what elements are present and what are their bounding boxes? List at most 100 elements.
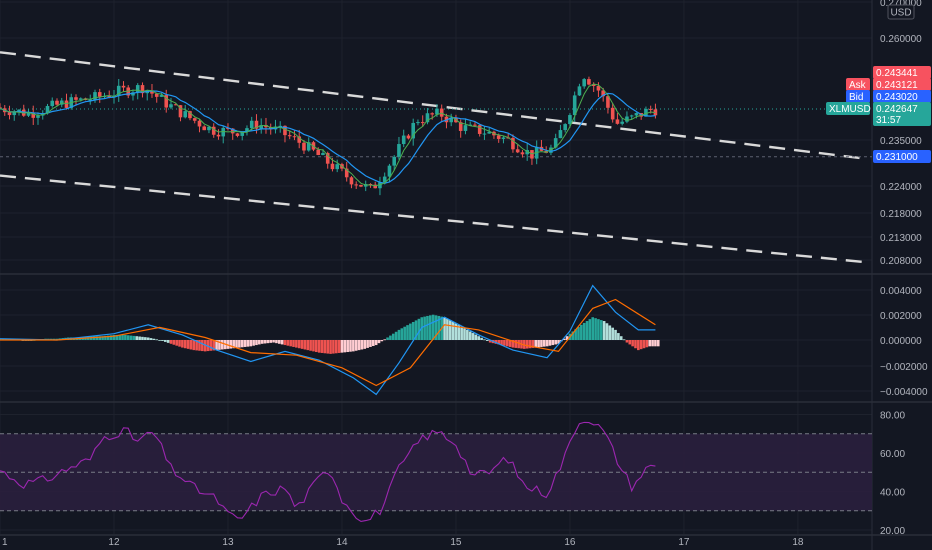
candle-body [45, 105, 50, 114]
candle-body [0, 107, 2, 109]
macd-histogram-bar [377, 340, 381, 344]
macd-histogram-bar [141, 336, 144, 340]
macd-histogram-bar [101, 336, 104, 340]
macd-histogram-bar [198, 340, 201, 351]
macd-histogram-bar [391, 333, 395, 340]
candle-body [97, 92, 102, 97]
candle-body [12, 111, 17, 116]
macd-histogram-bar [383, 339, 387, 341]
macd-histogram-bar [525, 340, 529, 349]
macd-histogram-bar [488, 340, 492, 343]
moving-average-fast [0, 90, 656, 184]
macd-histogram-bar [352, 340, 355, 352]
macd-histogram-bar [528, 340, 532, 349]
macd-histogram-bar [212, 340, 216, 351]
candle-body [264, 125, 268, 128]
macd-histogram-bar [642, 340, 646, 349]
time-tick-label: 16 [564, 537, 576, 548]
macd-histogram-bar [263, 340, 267, 344]
candle-body [416, 122, 420, 124]
macd-histogram-bar [155, 339, 159, 341]
macd-histogram-bar [266, 340, 270, 344]
macd-histogram-bar [275, 340, 278, 344]
macd-histogram-bar [346, 340, 349, 353]
candle-body [121, 85, 126, 88]
macd-histogram-bar [582, 322, 586, 340]
macd-histogram-bar [394, 331, 398, 340]
macd-histogram-bar [132, 335, 136, 340]
macd-histogram-bar [121, 334, 124, 340]
candle-body [397, 144, 401, 157]
macd-histogram-bar [602, 321, 606, 340]
macd-histogram-bar [206, 340, 210, 352]
macd-histogram-bar [135, 336, 139, 340]
macd-histogram-bar [534, 340, 538, 348]
candle-body [477, 125, 482, 134]
price-tick-label: 0.218000 [880, 209, 922, 220]
macd-histogram-bar [545, 340, 549, 347]
macd-histogram-bar [380, 340, 384, 342]
macd-histogram-bar [124, 334, 127, 340]
macd-histogram-bar [306, 340, 310, 351]
candle-body [188, 111, 192, 119]
macd-histogram-bar [260, 340, 264, 344]
macd-histogram-bar [192, 340, 196, 351]
macd-histogram-bar [631, 340, 634, 347]
macd-histogram-bar [218, 340, 221, 350]
macd-histogram-bar [289, 340, 292, 347]
time-tick-label: 1 [2, 537, 8, 548]
macd-histogram-bar [312, 340, 315, 352]
time-tick-label: 12 [108, 537, 120, 548]
rsi-line [0, 421, 656, 522]
macd-histogram-bar [414, 320, 418, 340]
macd-histogram-bar [542, 340, 546, 347]
candle-body [287, 135, 292, 137]
candle-body [93, 92, 97, 100]
macd-histogram-bar [517, 340, 520, 349]
macd-tick-label: 0.004000 [880, 286, 922, 297]
macd-histogram-bar [109, 335, 113, 340]
macd-histogram-bar [209, 340, 213, 351]
macd-histogram-bar [637, 340, 640, 351]
price-tag-top-value: 0.243441 [876, 68, 918, 79]
macd-histogram-bar [317, 340, 321, 353]
macd-histogram-bar [363, 340, 367, 349]
macd-histogram-bar [511, 340, 515, 348]
macd-histogram-bar [599, 320, 603, 340]
candle-body [587, 79, 591, 85]
symbol-label-box [826, 102, 870, 115]
candle-body [373, 184, 378, 189]
candle-body [292, 136, 297, 138]
macd-histogram-bar [406, 325, 409, 340]
macd-histogram-bar [457, 325, 461, 340]
candle-body [520, 152, 525, 155]
candle-body [606, 96, 610, 108]
macd-histogram-bar [639, 340, 643, 350]
candle-body [496, 135, 501, 139]
candle-body [511, 138, 515, 150]
moving-average-slow [0, 83, 656, 187]
candle-body [601, 90, 605, 97]
candle-body [572, 95, 577, 116]
macd-histogram-bar [246, 340, 250, 347]
candle-body [240, 131, 245, 136]
candle-body [425, 113, 430, 123]
candle-body [26, 112, 31, 116]
macd-histogram-bar [232, 340, 235, 349]
macd-histogram-bar [562, 338, 566, 340]
macd-histogram-bar [323, 340, 327, 354]
macd-histogram-bar [611, 327, 614, 340]
candle-body [344, 168, 349, 178]
candle-body [330, 163, 335, 170]
macd-tick-label: −0.004000 [880, 387, 928, 398]
macd-histogram-bar [55, 338, 59, 340]
macd-tick-label: −0.002000 [880, 362, 928, 373]
candle-body [335, 164, 340, 170]
candle-body [325, 153, 330, 164]
macd-histogram-bar [431, 314, 435, 340]
macd-histogram-bar [651, 340, 654, 347]
macd-histogram-bar [634, 340, 637, 349]
candle-body [17, 109, 21, 112]
